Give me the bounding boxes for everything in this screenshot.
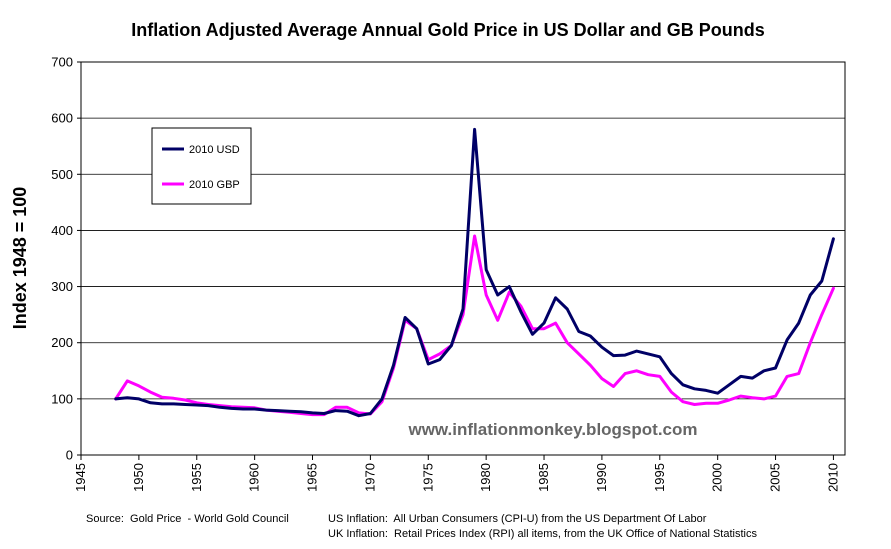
y-tick-label: 500	[51, 167, 73, 182]
x-tick-label: 1985	[536, 463, 551, 492]
plot-area	[80, 61, 846, 456]
y-tick-label: 200	[51, 335, 73, 350]
x-tick-label: 1980	[478, 463, 493, 492]
watermark: www.inflationmonkey.blogspot.com	[407, 420, 697, 439]
x-tick-label: 1965	[305, 463, 320, 492]
footer-us-inflation: US Inflation: All Urban Consumers (CPI-U…	[328, 513, 707, 525]
y-tick-label: 0	[66, 448, 73, 463]
x-axis-ticks: 1945 1950 1955 1960 1965 1970 1975 1980 1985 1990…	[73, 455, 840, 492]
x-tick-label: 1995	[652, 463, 667, 492]
legend-label-usd: 2010 USD	[189, 144, 240, 156]
x-tick-label: 1970	[362, 463, 377, 492]
series-line-gbp	[114, 234, 835, 417]
y-tick-label: 100	[51, 391, 73, 406]
y-tick-label: 300	[51, 279, 73, 294]
legend-box	[151, 127, 252, 205]
x-tick-label: 2010	[825, 463, 840, 492]
x-tick-label: 1950	[131, 463, 146, 492]
x-tick-label: 1945	[73, 463, 88, 492]
y-axis-label: Index 1948 = 100	[10, 187, 30, 330]
series-lines	[114, 127, 835, 418]
y-tick-label: 400	[51, 223, 73, 238]
x-tick-label: 1975	[420, 463, 435, 492]
y-tick-label: 600	[51, 111, 73, 126]
x-tick-label: 2005	[768, 463, 783, 492]
footer-source: Source: Gold Price - World Gold Council	[86, 513, 289, 525]
x-tick-label: 1960	[247, 463, 262, 492]
legend-label-gbp: 2010 GBP	[189, 179, 240, 191]
footer-uk-inflation: UK Inflation: Retail Prices Index (RPI) …	[328, 528, 757, 540]
x-tick-label: 1990	[594, 463, 609, 492]
series-line-usd	[114, 127, 835, 418]
chart-title: Inflation Adjusted Average Annual Gold P…	[131, 20, 764, 40]
y-axis-ticks: 0 100 200 300 400 500 600 700	[51, 55, 81, 463]
x-tick-label: 2000	[710, 463, 725, 492]
legend: 2010 USD 2010 GBP	[151, 127, 252, 205]
y-tick-label: 700	[51, 55, 73, 70]
x-tick-label: 1955	[189, 463, 204, 492]
